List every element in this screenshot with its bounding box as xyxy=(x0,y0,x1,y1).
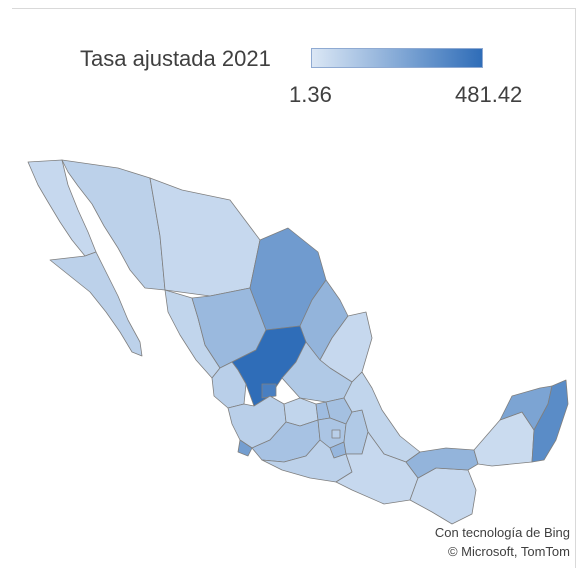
region-ciudad-de-mexico[interactable] xyxy=(331,429,341,439)
region-nayarit[interactable] xyxy=(211,361,247,409)
region-chihuahua[interactable] xyxy=(149,177,261,297)
map-frame xyxy=(12,8,576,568)
region-guerrero[interactable] xyxy=(261,439,353,483)
region-campeche[interactable] xyxy=(473,411,535,467)
region-baja-california-sur[interactable] xyxy=(49,251,143,357)
region-tabasco[interactable] xyxy=(405,447,479,479)
region-quintana-roo[interactable] xyxy=(531,379,569,463)
legend-title: Tasa ajustada 2021 xyxy=(80,46,271,71)
legend-gradient-bar xyxy=(311,48,483,68)
attribution-line-1: Con tecnología de Bing xyxy=(434,525,570,540)
legend-max-label: 481.42 xyxy=(455,82,523,107)
region-colima[interactable] xyxy=(237,439,253,457)
attribution-line-2: © Microsoft, TomTom xyxy=(447,544,570,559)
legend-min-label: 1.36 xyxy=(289,82,332,107)
region-aguascalientes[interactable] xyxy=(261,383,277,399)
